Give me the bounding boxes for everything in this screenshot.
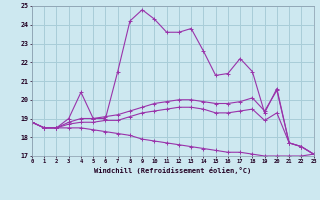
X-axis label: Windchill (Refroidissement éolien,°C): Windchill (Refroidissement éolien,°C) — [94, 167, 252, 174]
